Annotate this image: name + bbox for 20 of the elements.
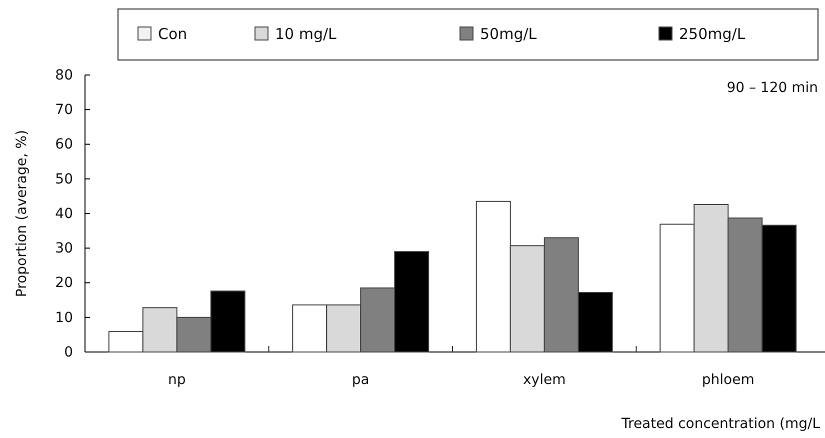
y-tick-label: 0 [64,344,73,360]
y-tick-label: 10 [55,310,73,326]
y-tick-label: 70 [55,102,73,118]
legend-label: 250mg/L [679,25,746,43]
x-tick-label: pa [352,372,370,388]
legend-label: 50mg/L [480,25,538,43]
annotation: 90 – 120 min [726,80,818,96]
legend-label: 10 mg/L [275,25,338,43]
y-tick-label: 80 [55,67,73,84]
y-tick-label: 60 [55,136,73,153]
y-tick-label: 40 [55,206,73,222]
x-tick-label: xylem [523,372,566,388]
x-tick-label: phloem [702,372,754,388]
y-tick-label: 20 [55,275,73,292]
legend-label: Con [158,25,188,43]
y-axis-title: Proportion (average, %) [14,130,30,298]
y-tick-label: 50 [55,171,73,188]
x-tick-label: np [168,372,186,388]
y-tick-label: 30 [55,240,73,257]
x-axis-title: Treated concentration (mg/L [620,416,820,432]
